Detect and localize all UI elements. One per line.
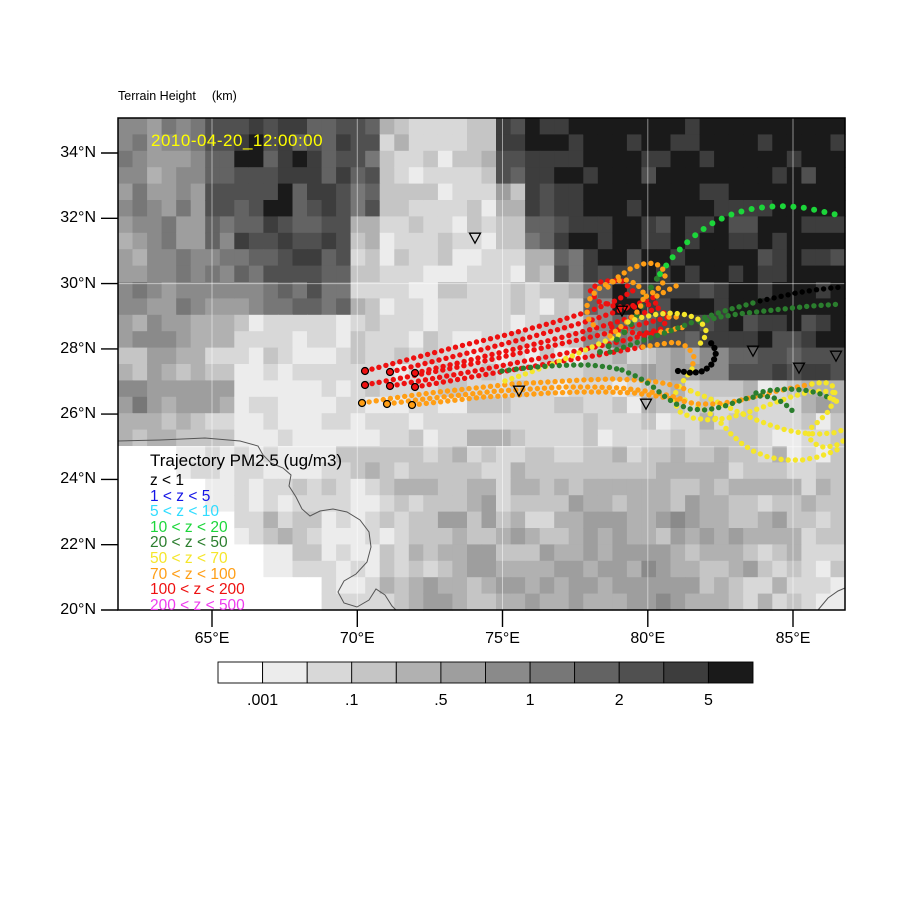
colorbar-segment [217, 661, 264, 684]
x-tick-label: 65°E [194, 630, 230, 647]
x-tick-label: 70°E [339, 630, 375, 647]
trajectory [674, 340, 719, 376]
colorbar-segment [618, 661, 665, 684]
colorbar-tick-label: .1 [345, 692, 359, 709]
legend-item: 1 < z < 5 [150, 487, 211, 505]
site-triangle-marker [512, 385, 526, 398]
colorbar-segment [574, 661, 620, 684]
trajectory-start-marker [382, 399, 392, 409]
trajectory-start-marker [407, 400, 417, 410]
trajectory [625, 310, 709, 346]
colorbar-segment [529, 661, 576, 684]
legend-item: 100 < z < 200 [150, 581, 245, 599]
trajectory-layer [359, 203, 845, 463]
timestamp-label: 2010-04-20_12:00:00 [151, 131, 324, 150]
colorbar-segment [306, 661, 353, 684]
trajectory [697, 301, 839, 325]
trajectory-start-marker [410, 368, 420, 378]
colorbar-tick-label: 5 [703, 692, 713, 709]
colorbar-segment [485, 661, 531, 684]
trajectory-start-marker [410, 382, 420, 392]
legend-item: 10 < z < 20 [150, 518, 228, 536]
colorbar-segment [351, 661, 397, 684]
y-tick-label: 30°N [60, 274, 96, 292]
x-tick-label: 75°E [485, 630, 520, 647]
gridline-layer [118, 118, 845, 610]
plot-title: Terrain Height (km) [118, 89, 237, 103]
trajectory [387, 283, 679, 375]
colorbar-segment [262, 661, 308, 684]
x-tick-label: 85°E [775, 630, 811, 647]
trajectory [499, 362, 620, 374]
colorbar-segment [440, 661, 486, 684]
legend-title: Trajectory PM2.5 (ug/m3) [150, 451, 343, 470]
site-marker-layer [468, 232, 843, 411]
site-triangle-marker [792, 362, 806, 375]
site-triangle-marker [615, 305, 629, 318]
trajectory [502, 328, 628, 384]
colorbar-tick-label: .5 [434, 692, 448, 709]
trajectory [362, 314, 679, 388]
colorbar-segment [663, 661, 709, 684]
colorbar-segment [395, 661, 442, 684]
trajectory-start-marker [360, 366, 370, 376]
plot-title-units: (km) [211, 89, 237, 103]
trajectory-start-marker [357, 398, 367, 408]
y-tick-label: 22°N [60, 535, 96, 553]
site-triangle-marker [829, 350, 843, 363]
trajectory [605, 260, 668, 299]
y-tick-label: 32°N [60, 209, 96, 227]
start-marker-layer [357, 366, 420, 410]
legend-item: z < 1 [150, 472, 185, 489]
colorbar-segment [707, 661, 754, 684]
colorbar [217, 661, 754, 684]
colorbar-tick-label: 2 [614, 692, 624, 709]
colorbar-tick-label: 1 [525, 692, 535, 709]
legend-item: 70 < z < 100 [150, 565, 237, 583]
site-triangle-marker [746, 345, 760, 358]
legend-item: 200 < z < 500 [150, 596, 245, 614]
y-tick-label: 28°N [60, 339, 96, 357]
coastline-layer [117, 437, 846, 611]
site-triangle-marker [639, 398, 653, 411]
y-tick-label: 20°N [60, 601, 96, 618]
y-tick-label: 34°N [60, 144, 96, 161]
legend-item: 20 < z < 50 [150, 534, 228, 552]
trajectory [359, 376, 844, 437]
colorbar-tick-label: .001 [247, 692, 279, 709]
axes-layer [101, 117, 846, 627]
y-tick-label: 26°N [60, 405, 96, 423]
x-tick-label: 80°E [630, 630, 666, 647]
legend-item: 50 < z < 70 [150, 549, 228, 567]
plot-title-text: Terrain Height [118, 89, 196, 103]
trajectory-start-marker [385, 381, 395, 391]
trajectory-start-marker [360, 380, 370, 390]
trajectory-start-marker [385, 367, 395, 377]
site-triangle-marker [468, 232, 482, 245]
y-tick-label: 24°N [60, 470, 96, 488]
trajectory [619, 367, 795, 413]
trajectory [753, 386, 840, 404]
trajectory [607, 284, 841, 355]
legend-item: 5 < z < 10 [150, 503, 219, 521]
terrain-layer [118, 118, 846, 611]
